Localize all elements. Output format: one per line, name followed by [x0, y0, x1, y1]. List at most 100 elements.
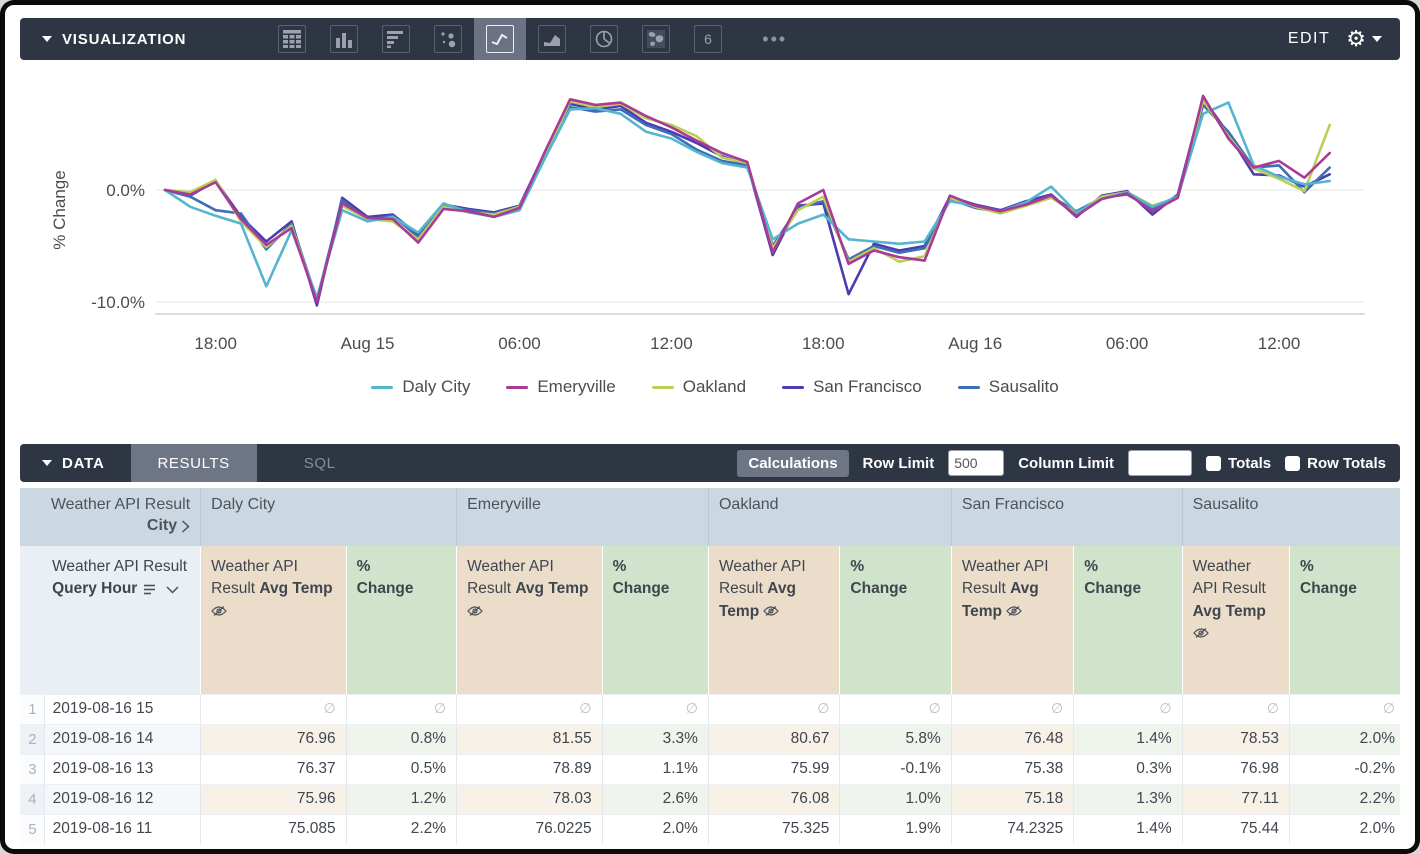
avg-temp-column-header-san-francisco[interactable]: Weather API Result Avg Temp — [950, 546, 1074, 694]
pct-change-cell[interactable]: 0.3% — [1073, 753, 1183, 784]
avg-temp-cell[interactable]: 76.48 — [950, 723, 1074, 754]
legend-item-sausalito[interactable]: Sausalito — [957, 377, 1059, 397]
legend-item-emeryville[interactable]: Emeryville — [506, 377, 616, 397]
row-number: 4 — [20, 783, 45, 814]
pivot-group-oakland[interactable]: Oakland — [707, 488, 952, 546]
avg-temp-cell[interactable]: 76.0225 — [456, 813, 603, 844]
avg-temp-cell: ∅ — [200, 693, 347, 724]
pct-change-cell[interactable]: 1.0% — [839, 783, 952, 814]
query-hour-column-header[interactable]: Weather API Result Query Hour — [44, 546, 201, 694]
query-hour-cell[interactable]: 2019-08-16 12 — [43, 783, 201, 814]
legend-item-daly-city[interactable]: Daly City — [371, 377, 470, 397]
field-label: Weather API Result Avg Temp — [961, 558, 1049, 620]
single-value-button[interactable]: 6 — [682, 18, 734, 60]
pct-change-cell: ∅ — [345, 693, 457, 724]
pivot-group-emeryville[interactable]: Emeryville — [456, 488, 709, 546]
tab-sql[interactable]: SQL — [303, 454, 336, 472]
table-chart-button[interactable] — [266, 18, 318, 60]
avg-temp-cell[interactable]: 78.53 — [1181, 723, 1290, 754]
tab-results[interactable]: RESULTS — [130, 444, 257, 482]
avg-temp-cell[interactable]: 75.44 — [1181, 813, 1290, 844]
pct-change-cell[interactable]: -0.2% — [1289, 753, 1400, 784]
line-chart-button[interactable] — [474, 18, 527, 60]
pct-change-cell[interactable]: 5.8% — [839, 723, 952, 754]
pct-change-cell[interactable]: 2.0% — [1289, 723, 1400, 754]
avg-temp-cell[interactable]: 74.2325 — [950, 813, 1074, 844]
viz-settings-button[interactable]: ⚙ — [1346, 28, 1382, 50]
avg-temp-cell[interactable]: 75.085 — [200, 813, 347, 844]
area-chart-button[interactable] — [526, 18, 578, 60]
pct-change-cell[interactable]: 1.4% — [1073, 813, 1183, 844]
table-row: 1 2019-08-16 15 ∅ ∅ ∅ ∅ ∅ ∅ ∅ ∅ ∅ ∅ — [20, 693, 1400, 724]
pct-change-cell[interactable]: 3.3% — [601, 723, 709, 754]
avg-temp-cell[interactable]: 75.99 — [707, 753, 840, 784]
query-hour-cell[interactable]: 2019-08-16 13 — [43, 753, 201, 784]
calculations-button[interactable]: Calculations — [737, 449, 849, 477]
pct-change-cell[interactable]: 0.5% — [345, 753, 457, 784]
series-line-emeryville — [163, 94, 1331, 304]
avg-temp-cell[interactable]: 75.38 — [950, 753, 1074, 784]
row-totals-checkbox[interactable] — [1285, 455, 1301, 471]
pivot-group-san-francisco[interactable]: San Francisco — [950, 488, 1183, 546]
column-chart-button[interactable] — [318, 18, 370, 60]
map-chart-button[interactable] — [630, 18, 682, 60]
pct-change-cell[interactable]: 1.9% — [839, 813, 952, 844]
pct-change-column-header-sausalito[interactable]: % Change — [1289, 546, 1400, 694]
pct-change-column-header-oakland[interactable]: % Change — [839, 546, 952, 694]
avg-temp-cell[interactable]: 77.11 — [1181, 783, 1290, 814]
pct-change-cell[interactable]: 2.2% — [345, 813, 457, 844]
visualization-bar: VISUALIZATION 6 ••• EDIT ⚙ — [20, 18, 1400, 60]
avg-temp-cell[interactable]: 76.98 — [1181, 753, 1290, 784]
pivot-field-header[interactable]: Weather API Result City — [20, 488, 201, 546]
chevron-down-icon[interactable] — [166, 586, 179, 594]
avg-temp-cell[interactable]: 76.96 — [200, 723, 347, 754]
pct-change-cell[interactable]: 1.4% — [1073, 723, 1183, 754]
avg-temp-cell[interactable]: 78.89 — [456, 753, 603, 784]
pie-chart-button[interactable] — [578, 18, 630, 60]
pct-change-cell[interactable]: 2.0% — [1289, 813, 1400, 844]
pct-change-cell[interactable]: 2.2% — [1289, 783, 1400, 814]
bar-chart-button[interactable] — [370, 18, 422, 60]
query-hour-cell[interactable]: 2019-08-16 11 — [43, 813, 201, 844]
avg-temp-cell[interactable]: 75.325 — [707, 813, 840, 844]
avg-temp-column-header-daly-city[interactable]: Weather API Result Avg Temp — [200, 546, 347, 694]
pct-change-cell[interactable]: 2.6% — [601, 783, 709, 814]
avg-temp-cell[interactable]: 81.55 — [456, 723, 603, 754]
avg-temp-cell[interactable]: 80.67 — [707, 723, 840, 754]
avg-temp-cell[interactable]: 75.96 — [200, 783, 347, 814]
pct-change-cell[interactable]: 2.0% — [601, 813, 709, 844]
pct-change-cell[interactable]: 0.8% — [345, 723, 457, 754]
pct-change-cell[interactable]: 1.1% — [601, 753, 709, 784]
totals-checkbox[interactable] — [1206, 455, 1222, 471]
avg-temp-column-header-sausalito[interactable]: Weather API Result Avg Temp — [1181, 546, 1290, 694]
legend-item-san-francisco[interactable]: San Francisco — [782, 377, 922, 397]
row-limit-input[interactable] — [948, 450, 1005, 476]
avg-temp-cell[interactable]: 75.18 — [950, 783, 1074, 814]
query-hour-cell[interactable]: 2019-08-16 15 — [43, 693, 201, 724]
data-collapse[interactable]: DATA — [20, 444, 131, 482]
edit-button[interactable]: EDIT — [1287, 30, 1331, 47]
pct-change-cell[interactable]: 1.2% — [345, 783, 457, 814]
visualization-collapse[interactable]: VISUALIZATION — [20, 31, 186, 48]
column-limit-input[interactable] — [1128, 450, 1193, 476]
more-chart-types-button[interactable]: ••• — [762, 28, 788, 49]
pivot-group-daly-city[interactable]: Daly City — [200, 488, 457, 546]
scatter-chart-button[interactable] — [422, 18, 474, 60]
pie-chart-icon — [590, 25, 619, 53]
avg-temp-cell[interactable]: 76.08 — [707, 783, 840, 814]
avg-temp-column-header-oakland[interactable]: Weather API Result Avg Temp — [707, 546, 840, 694]
pct-change-cell: ∅ — [1289, 693, 1400, 724]
pct-change-column-header-daly-city[interactable]: % Change — [345, 546, 457, 694]
pct-change-cell[interactable]: 1.3% — [1073, 783, 1183, 814]
pivot-group-sausalito[interactable]: Sausalito — [1181, 488, 1400, 546]
pct-change-cell[interactable]: -0.1% — [839, 753, 952, 784]
pct-change-column-header-emeryville[interactable]: % Change — [601, 546, 709, 694]
series-line-oakland — [163, 99, 1331, 303]
avg-temp-column-header-emeryville[interactable]: Weather API Result Avg Temp — [456, 546, 603, 694]
query-hour-cell[interactable]: 2019-08-16 14 — [43, 723, 201, 754]
avg-temp-cell[interactable]: 76.37 — [200, 753, 347, 784]
sort-icon[interactable] — [143, 584, 158, 595]
avg-temp-cell[interactable]: 78.03 — [456, 783, 603, 814]
pct-change-column-header-san-francisco[interactable]: % Change — [1073, 546, 1183, 694]
legend-item-oakland[interactable]: Oakland — [651, 377, 746, 397]
